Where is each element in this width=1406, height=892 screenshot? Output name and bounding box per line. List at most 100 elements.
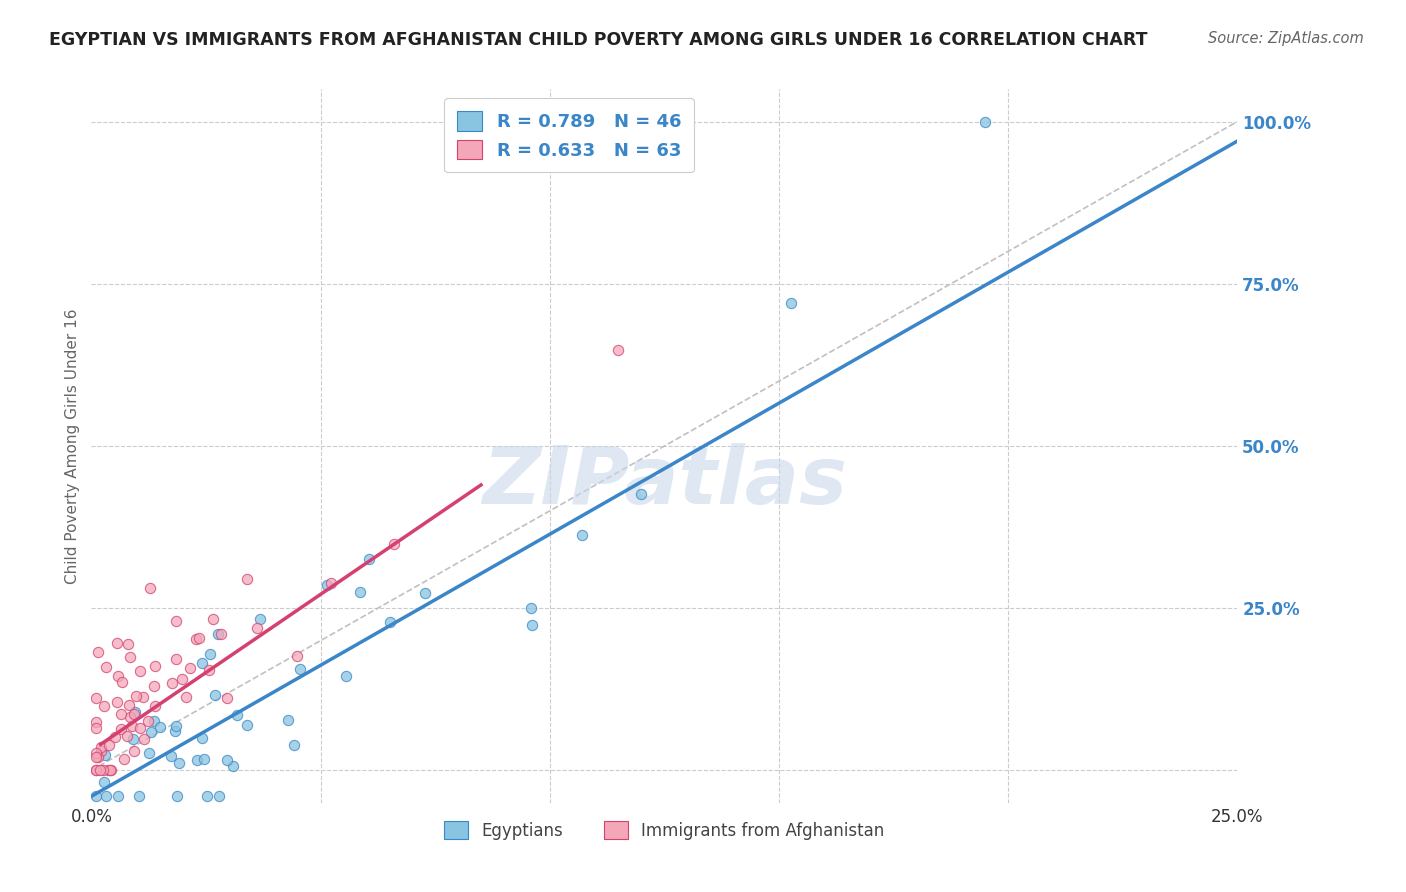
Point [134,732,156,747]
Text: Source: ZipAtlas.com: Source: ZipAtlas.com [1208,31,1364,46]
Point [98,739,121,753]
Point [110,675,132,690]
Point [165,652,187,666]
Point [89,764,111,778]
Point [118,710,141,724]
Point [169,756,191,770]
Point [98,764,121,778]
Point [209,627,232,641]
Point [285,648,308,663]
Point [124,705,146,719]
Point [190,731,212,745]
Point [84,764,107,778]
Point [319,575,342,590]
Point [84,691,107,706]
Point [110,707,132,722]
Point [378,615,401,629]
Point [335,669,357,683]
Point [94,789,117,804]
Point [165,614,187,628]
Point [110,722,132,736]
Point [91,764,114,778]
Point [165,719,187,733]
Point [357,552,380,566]
Point [94,748,117,763]
Y-axis label: Child Poverty Among Girls Under 16: Child Poverty Among Girls Under 16 [65,309,80,583]
Point [166,789,188,804]
Point [93,775,115,789]
Point [207,627,229,641]
Point [191,657,214,671]
Point [195,789,218,804]
Point [139,724,162,739]
Point [143,699,166,714]
Legend: Egyptians, Immigrants from Afghanistan: Egyptians, Immigrants from Afghanistan [436,813,893,848]
Point [128,721,150,735]
Point [160,676,183,690]
Point [138,714,160,728]
Point [112,752,135,766]
Point [124,707,146,722]
Point [413,586,436,600]
Point [193,751,215,765]
Point [100,764,122,778]
Point [125,690,148,704]
Point [607,343,630,357]
Point [117,637,139,651]
Point [170,673,193,687]
Point [84,746,107,760]
Point [186,753,208,767]
Point [107,669,129,683]
Point [630,487,652,501]
Point [84,715,107,730]
Point [97,764,120,778]
Point [571,528,593,542]
Point [142,679,165,693]
Point [236,572,259,586]
Point [138,746,160,760]
Point [132,690,155,705]
Point [87,750,110,764]
Point [222,759,245,773]
Point [87,645,110,659]
Point [249,612,271,626]
Point [84,789,107,804]
Point [226,708,249,723]
Point [122,743,145,757]
Point [143,659,166,673]
Point [149,720,172,734]
Point [142,714,165,729]
Point [115,729,138,743]
Text: EGYPTIAN VS IMMIGRANTS FROM AFGHANISTAN CHILD POVERTY AMONG GIRLS UNDER 16 CORRE: EGYPTIAN VS IMMIGRANTS FROM AFGHANISTAN … [49,31,1147,49]
Point [105,695,128,709]
Point [202,612,225,626]
Point [204,688,226,702]
Point [200,647,222,661]
Point [184,632,207,646]
Point [122,732,145,747]
Point [349,585,371,599]
Point [780,296,803,310]
Point [277,713,299,727]
Point [179,661,201,675]
Point [84,722,107,736]
Point [118,698,141,713]
Point [316,578,339,592]
Point [84,764,107,778]
Point [288,662,311,676]
Point [93,698,115,713]
Point [128,789,150,804]
Point [105,636,128,650]
Point [163,724,186,739]
Point [974,114,997,128]
Point [208,789,231,804]
Point [90,740,112,755]
Point [176,690,198,704]
Point [107,789,129,804]
Point [246,621,269,635]
Point [118,649,141,664]
Point [283,738,305,752]
Point [121,719,143,733]
Point [217,690,239,705]
Point [520,618,543,632]
